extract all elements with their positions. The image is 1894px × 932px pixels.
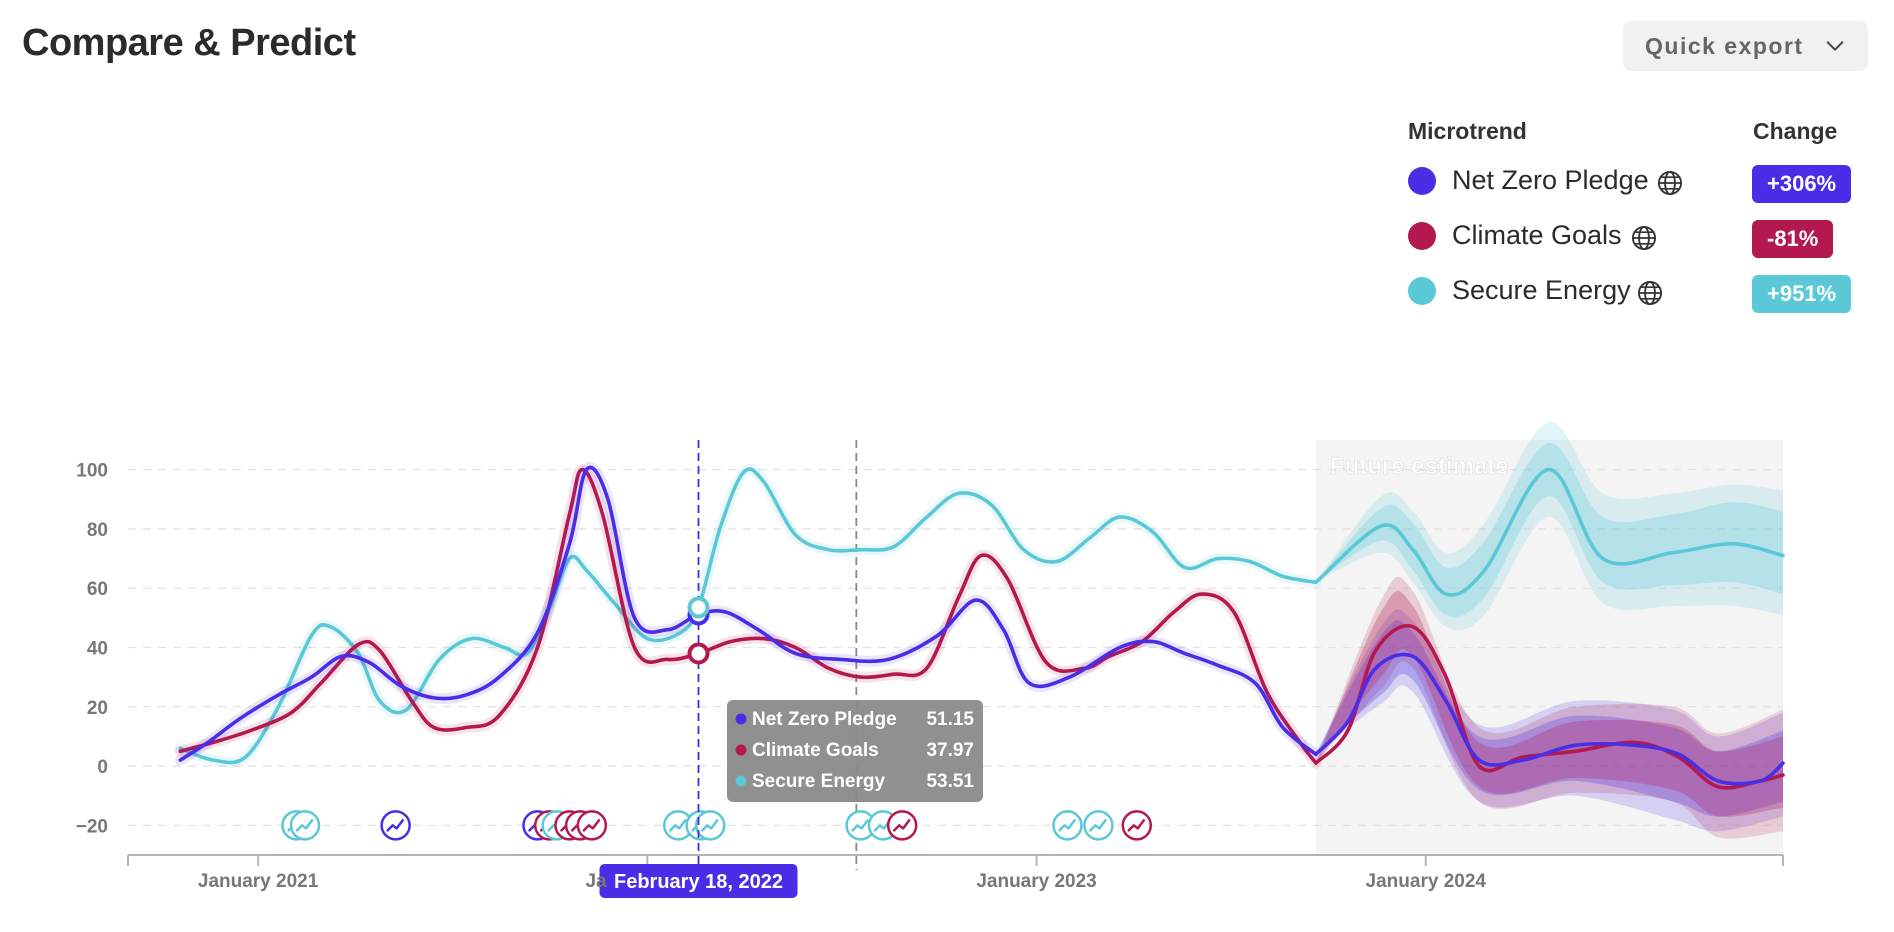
trend-arrow-icon — [851, 819, 869, 832]
net-zero-pledge-forecast-band-outer — [1315, 609, 1783, 832]
x-tick-label: January 2021 — [198, 871, 319, 892]
tooltip-series-name: Secure Energy — [752, 771, 885, 792]
legend-header-change: Change — [1753, 118, 1838, 144]
trend-arrow-icon — [1058, 819, 1076, 832]
legend-item-label: Net Zero Pledge — [1452, 165, 1649, 195]
trend-arrow-icon — [295, 819, 314, 832]
legend-item-label: Climate Goals — [1452, 220, 1622, 250]
globe-icon[interactable] — [1630, 224, 1658, 252]
y-tick-label: 80 — [87, 520, 108, 541]
hover-date-pill — [599, 864, 798, 898]
change-badge: +951% — [1752, 275, 1852, 313]
net-zero-pledge-forecast-line[interactable] — [1314, 652, 1785, 786]
x-tick-label-partial: Ja — [586, 871, 608, 892]
trend-arrow-icon — [582, 819, 601, 832]
y-tick-label: 40 — [87, 639, 108, 660]
quick-export-button[interactable]: Quick export — [1623, 21, 1868, 71]
trend-arrow-icon — [1089, 819, 1107, 832]
x-tick-label: January 2023 — [976, 871, 1096, 892]
secure-energy-forecast-band-inner — [1315, 442, 1783, 617]
future-estimate-label: Future estimate — [1330, 453, 1509, 480]
event-marker[interactable] — [576, 810, 608, 841]
event-marker[interactable] — [289, 810, 321, 841]
tooltip-series-value: 37.97 — [926, 740, 974, 761]
secure-energy-hover-point — [687, 596, 710, 619]
tooltip-series-dot — [735, 744, 747, 756]
chevron-down-icon — [1826, 41, 1844, 51]
hover-date-label: February 18, 2022 — [614, 871, 783, 893]
net-zero-pledge-forecast-band-inner — [1315, 620, 1783, 817]
y-tick-label: 60 — [87, 579, 108, 600]
y-tick-label: 20 — [87, 698, 108, 719]
tooltip-series-name: Net Zero Pledge — [752, 709, 897, 730]
globe-icon[interactable] — [1656, 169, 1684, 197]
climate-goals-color-dot — [1408, 222, 1436, 250]
climate-goals-forecast-band-outer — [1315, 576, 1783, 839]
change-badge: -81% — [1752, 220, 1834, 258]
event-marker[interactable] — [1083, 810, 1114, 841]
tooltip-series-name: Climate Goals — [752, 740, 879, 761]
y-tick-label: 100 — [76, 461, 108, 482]
change-badge: +306% — [1752, 165, 1852, 203]
secure-energy-color-dot — [1408, 277, 1436, 305]
tooltip-series-dot — [735, 775, 747, 787]
hover-tooltip — [727, 700, 983, 802]
legend-item-net-zero-pledge[interactable]: Net Zero Pledge +306% — [1408, 161, 1878, 203]
event-marker[interactable] — [1121, 810, 1153, 841]
climate-goals-forecast-line[interactable] — [1314, 624, 1785, 790]
climate-goals-forecast-band-inner — [1315, 590, 1783, 818]
event-marker[interactable] — [1052, 810, 1083, 841]
trend-arrow-icon — [668, 819, 687, 832]
tooltip-series-value: 51.15 — [926, 709, 974, 730]
quick-export-label: Quick export — [1645, 32, 1804, 59]
x-tick-label: January 2024 — [1366, 871, 1487, 892]
net-zero-pledge-color-dot — [1408, 167, 1436, 195]
y-tick-label: −20 — [76, 816, 108, 837]
secure-energy-line[interactable] — [178, 467, 1318, 765]
legend-item-climate-goals[interactable]: Climate Goals -81% — [1408, 216, 1878, 258]
event-marker[interactable] — [886, 810, 918, 841]
event-marker[interactable] — [380, 810, 411, 841]
secure-energy-forecast-line[interactable] — [1314, 467, 1785, 597]
legend-item-label: Secure Energy — [1452, 275, 1631, 305]
climate-goals-line[interactable] — [178, 467, 1318, 765]
trend-arrow-icon — [1127, 819, 1146, 832]
page-title: Compare & Predict — [22, 22, 356, 64]
trend-arrow-icon — [700, 819, 719, 832]
legend-header-microtrend: Microtrend — [1408, 118, 1527, 144]
event-marker[interactable] — [694, 810, 726, 841]
tooltip-series-value: 53.51 — [926, 771, 974, 792]
trend-arrow-icon — [892, 819, 911, 832]
globe-icon[interactable] — [1636, 279, 1664, 307]
climate-goals-hover-point — [687, 642, 710, 665]
y-tick-label: 0 — [97, 757, 108, 778]
trend-arrow-icon — [386, 819, 404, 832]
tooltip-series-dot — [735, 713, 747, 725]
legend-item-secure-energy[interactable]: Secure Energy +951% — [1408, 271, 1878, 313]
